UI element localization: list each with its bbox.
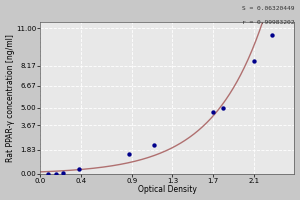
Text: S = 0.06320449: S = 0.06320449	[242, 6, 294, 11]
Point	[46, 172, 51, 175]
Text: r = 0.99983202: r = 0.99983202	[242, 20, 294, 25]
Point	[152, 144, 157, 147]
Point	[211, 110, 215, 114]
Point	[53, 172, 58, 175]
Point	[270, 33, 274, 36]
Point	[251, 60, 256, 63]
Point	[60, 171, 65, 174]
X-axis label: Optical Density: Optical Density	[138, 185, 197, 194]
Point	[221, 106, 226, 109]
Y-axis label: Rat PPAR-γ concentration [ng/ml]: Rat PPAR-γ concentration [ng/ml]	[6, 34, 15, 162]
Point	[76, 167, 81, 170]
Point	[126, 152, 131, 156]
